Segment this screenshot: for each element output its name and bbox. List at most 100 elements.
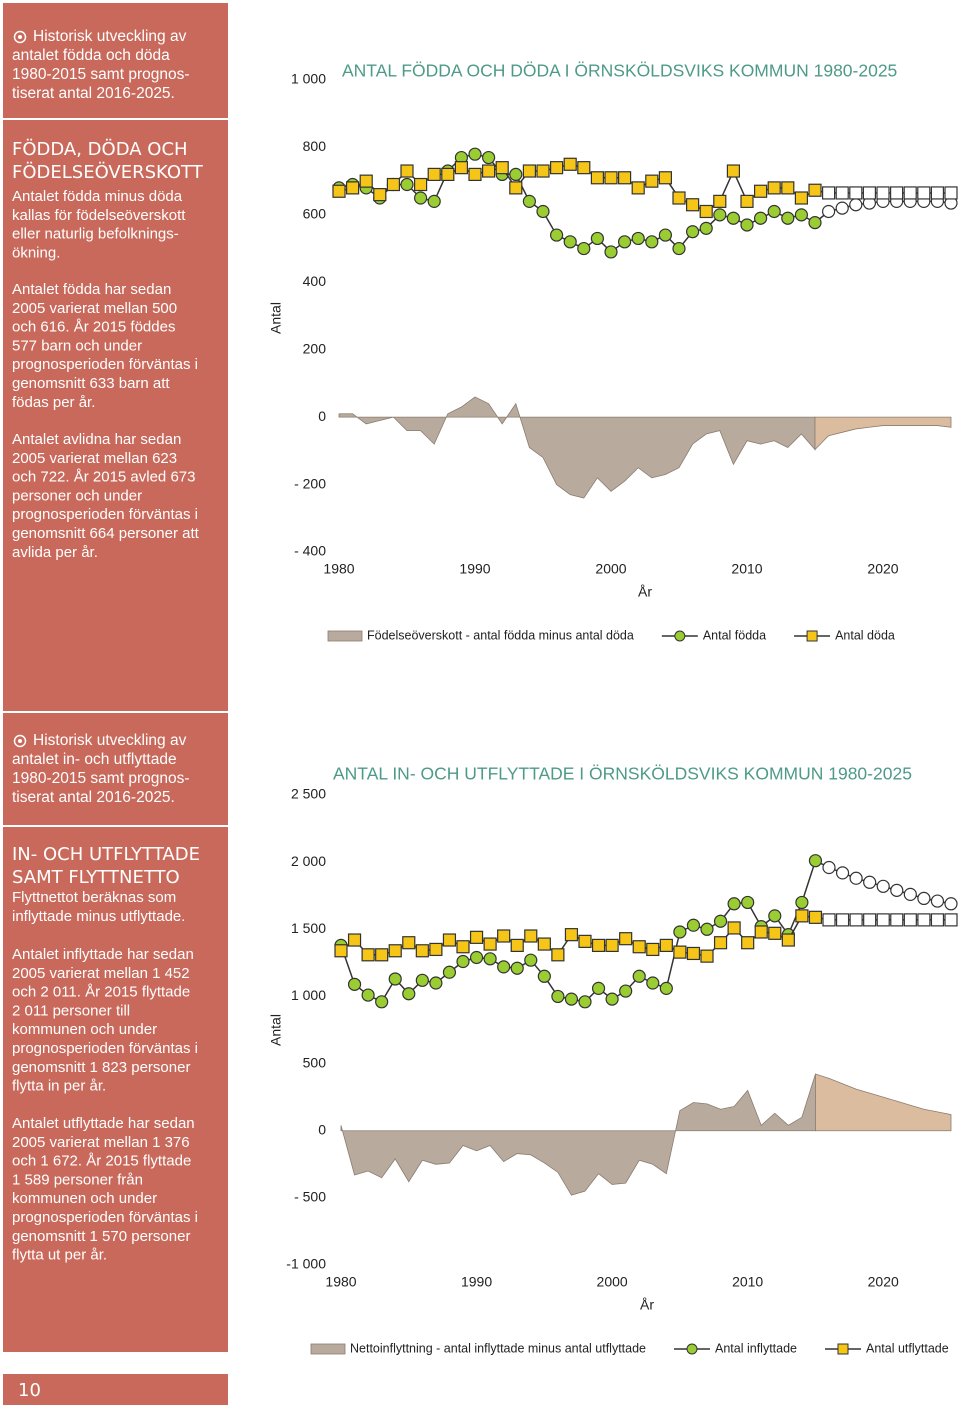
y-tick-label: - 400 — [294, 543, 326, 559]
line — [338, 153, 952, 253]
marker — [741, 936, 755, 950]
marker — [658, 171, 673, 185]
marker — [835, 913, 850, 927]
legend-marker — [674, 630, 686, 642]
marker — [388, 972, 402, 986]
marker — [686, 918, 701, 932]
marker — [590, 171, 605, 185]
marker — [402, 987, 416, 1001]
marker — [564, 992, 579, 1006]
marker — [673, 945, 687, 959]
sidebar-text: prognosperioden förväntas i — [12, 1040, 198, 1057]
marker — [889, 186, 904, 200]
marker — [427, 194, 441, 208]
y-axis-label: Antal — [268, 1014, 284, 1046]
y-tick-label: 1 000 — [291, 987, 326, 1003]
sidebar-text: och 722. År 2015 avled 673 — [12, 469, 195, 486]
y-tick-label: 0 — [318, 1121, 326, 1137]
marker — [564, 928, 579, 942]
marker — [375, 948, 389, 962]
sidebar-text: flytta in per år. — [12, 1078, 106, 1095]
legend-label: Antal utflyttade — [866, 1341, 949, 1355]
marker — [414, 191, 428, 205]
marker — [388, 944, 402, 958]
marker — [795, 909, 809, 923]
x-tick-label: 2000 — [597, 1274, 628, 1290]
marker — [536, 204, 550, 219]
sidebar-heading: antalet in- och utflyttade — [12, 751, 177, 768]
marker — [442, 933, 457, 947]
marker — [754, 925, 768, 939]
marker — [781, 933, 795, 947]
marker — [767, 181, 781, 195]
x-tick-label: 1980 — [325, 1274, 356, 1290]
marker — [944, 186, 958, 200]
marker — [944, 897, 958, 911]
marker — [563, 235, 577, 249]
marker — [741, 895, 755, 910]
marker — [686, 946, 701, 961]
marker — [767, 204, 781, 219]
marker — [672, 191, 686, 205]
marker — [727, 897, 741, 911]
marker — [727, 921, 741, 935]
marker — [605, 992, 619, 1006]
marker — [415, 973, 429, 987]
y-tick-label: 500 — [303, 1054, 327, 1070]
marker — [577, 241, 591, 256]
x-tick-label: 2000 — [595, 561, 626, 577]
legend-swatch — [327, 630, 363, 642]
sidebar-text: prognosperioden förväntas i — [12, 1209, 198, 1226]
legend-label: Födelseöverskott - antal födda minus ant… — [367, 628, 634, 642]
marker — [524, 929, 538, 943]
marker — [591, 938, 606, 953]
marker — [794, 191, 809, 205]
sidebar-text: inflyttade minus utflyttade. — [12, 908, 185, 925]
marker — [537, 937, 551, 951]
marker — [876, 186, 890, 200]
marker — [373, 188, 387, 202]
marker — [604, 171, 618, 185]
marker — [863, 875, 877, 889]
marker — [645, 235, 659, 249]
marker — [524, 953, 538, 967]
marker — [332, 184, 346, 198]
sidebar-text: 2005 varierat mellan 623 — [12, 450, 177, 467]
marker — [549, 161, 564, 175]
sidebar-text: avlida per år. — [12, 544, 98, 561]
marker — [605, 938, 619, 953]
marker — [415, 944, 429, 958]
marker — [876, 913, 890, 927]
legend-label: Antal döda — [835, 628, 895, 642]
x-tick-label: 2010 — [732, 1274, 763, 1290]
marker — [713, 208, 727, 222]
sidebar-text: 577 barn och under — [12, 337, 142, 354]
marker — [619, 932, 633, 946]
sidebar-text: eller naturlig befolknings- — [12, 226, 179, 243]
marker — [821, 204, 836, 219]
marker — [740, 194, 754, 208]
sidebar-text: 2005 varierat mellan 1 376 — [12, 1134, 190, 1151]
marker — [849, 871, 863, 885]
sidebar-heading: Historisk utveckling av — [33, 732, 187, 749]
marker — [890, 883, 904, 897]
sidebar-text: prognosperioden förväntas i — [12, 506, 198, 523]
marker — [632, 940, 646, 954]
legend-swatch — [310, 1343, 346, 1355]
marker — [808, 216, 822, 230]
marker — [849, 913, 863, 927]
x-tick-label: 2010 — [731, 561, 762, 577]
sidebar-text: genomsnitt 664 personer att — [12, 525, 200, 542]
marker — [890, 913, 904, 927]
marker — [753, 211, 768, 225]
marker — [903, 186, 917, 200]
y-tick-label: 2 500 — [291, 786, 326, 802]
marker — [551, 948, 565, 962]
marker — [590, 231, 605, 246]
marker — [699, 204, 713, 219]
marker — [482, 150, 496, 165]
marker — [930, 186, 945, 200]
marker — [808, 910, 823, 924]
marker — [713, 194, 727, 208]
